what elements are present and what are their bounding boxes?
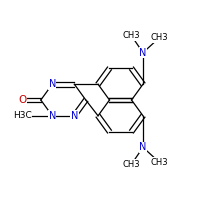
Text: H3C: H3C [13,111,31,120]
Text: N: N [139,48,147,58]
Text: O: O [18,95,26,105]
Text: CH3: CH3 [150,33,168,42]
Text: N: N [139,142,147,152]
Text: CH3: CH3 [123,31,140,40]
Text: N: N [49,79,56,89]
Text: CH3: CH3 [150,158,168,167]
Text: N: N [49,111,56,121]
Text: N: N [71,111,78,121]
Text: CH3: CH3 [123,160,140,169]
